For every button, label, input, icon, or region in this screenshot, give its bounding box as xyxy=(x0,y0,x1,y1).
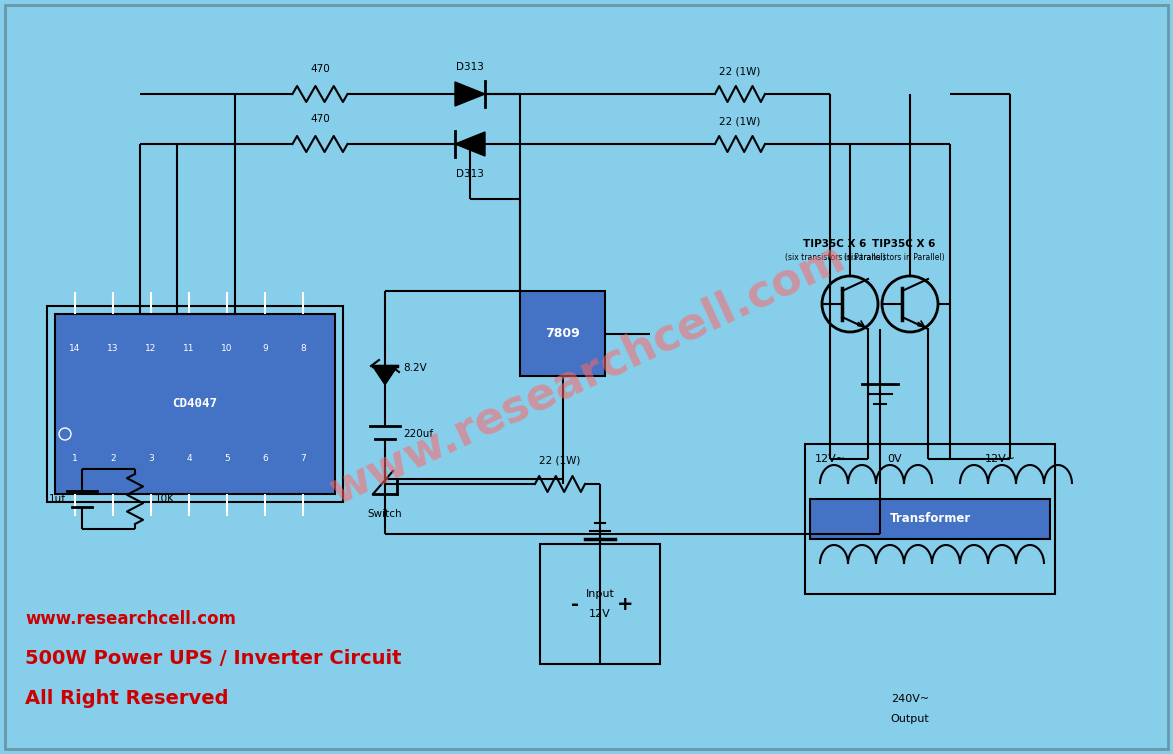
Text: CD4047: CD4047 xyxy=(172,397,217,410)
Text: (six transistors in Parallel): (six transistors in Parallel) xyxy=(785,253,886,262)
Text: 13: 13 xyxy=(107,345,118,354)
Text: www.researchcell.com: www.researchcell.com xyxy=(323,235,852,513)
Text: 7809: 7809 xyxy=(545,327,579,341)
Text: 12V~: 12V~ xyxy=(984,454,1016,464)
Text: 9: 9 xyxy=(262,345,267,354)
Text: 500W Power UPS / Inverter Circuit: 500W Power UPS / Inverter Circuit xyxy=(25,649,401,669)
Text: 12: 12 xyxy=(145,345,157,354)
Text: 1: 1 xyxy=(72,455,77,464)
Text: 220uf: 220uf xyxy=(404,429,433,439)
Bar xyxy=(520,292,605,376)
Text: 470: 470 xyxy=(310,64,330,74)
Bar xyxy=(540,544,660,664)
Text: 2: 2 xyxy=(110,455,116,464)
Bar xyxy=(55,314,335,494)
Text: (six transistors in Parallel): (six transistors in Parallel) xyxy=(845,253,945,262)
Text: 22 (1W): 22 (1W) xyxy=(719,66,760,76)
Text: 12V~: 12V~ xyxy=(814,454,846,464)
Text: 0V: 0V xyxy=(888,454,902,464)
Text: 8: 8 xyxy=(300,345,306,354)
Text: TIP35C X 6: TIP35C X 6 xyxy=(804,239,867,249)
Text: 22 (1W): 22 (1W) xyxy=(719,116,760,126)
Text: 1uf: 1uf xyxy=(48,494,66,504)
Text: 11: 11 xyxy=(183,345,195,354)
Text: 3: 3 xyxy=(148,455,154,464)
Text: www.researchcell.com: www.researchcell.com xyxy=(25,610,236,628)
Bar xyxy=(47,306,343,502)
Text: 470: 470 xyxy=(310,114,330,124)
Polygon shape xyxy=(373,366,396,384)
Text: 5: 5 xyxy=(224,455,230,464)
Text: 10K: 10K xyxy=(155,494,175,504)
Text: Switch: Switch xyxy=(367,509,402,519)
Text: All Right Reserved: All Right Reserved xyxy=(25,689,229,709)
Text: 7: 7 xyxy=(300,455,306,464)
Text: 12V: 12V xyxy=(589,609,611,619)
Text: 14: 14 xyxy=(69,345,81,354)
Text: Transformer: Transformer xyxy=(889,513,970,526)
Text: D313: D313 xyxy=(456,169,484,179)
Polygon shape xyxy=(455,132,484,156)
Polygon shape xyxy=(455,82,484,106)
Text: Input: Input xyxy=(585,589,615,599)
Text: D313: D313 xyxy=(456,62,484,72)
Text: 6: 6 xyxy=(262,455,267,464)
Text: 240V~: 240V~ xyxy=(891,694,929,704)
Text: Output: Output xyxy=(890,714,929,724)
Text: -: - xyxy=(571,594,579,614)
Text: 10: 10 xyxy=(222,345,232,354)
Text: 22 (1W): 22 (1W) xyxy=(540,456,581,466)
Text: 4: 4 xyxy=(187,455,192,464)
Bar xyxy=(811,499,1050,539)
Text: +: + xyxy=(617,594,633,614)
Bar xyxy=(805,444,1055,594)
Text: TIP35C X 6: TIP35C X 6 xyxy=(872,239,935,249)
Text: 8.2V: 8.2V xyxy=(404,363,427,373)
